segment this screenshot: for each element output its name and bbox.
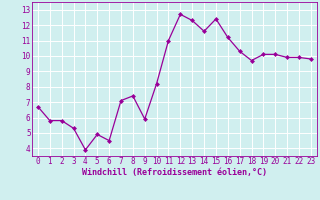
X-axis label: Windchill (Refroidissement éolien,°C): Windchill (Refroidissement éolien,°C) xyxy=(82,168,267,177)
